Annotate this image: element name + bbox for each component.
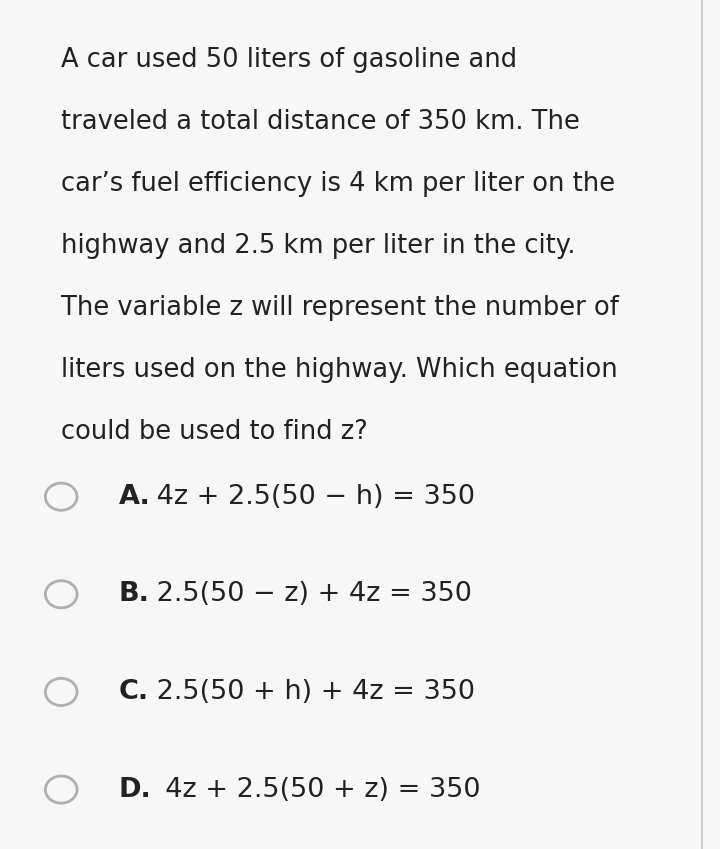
Text: 4z + 2.5(50 − h) = 350: 4z + 2.5(50 − h) = 350 (148, 484, 474, 509)
Text: A.: A. (119, 484, 150, 509)
Text: 2.5(50 + h) + 4z = 350: 2.5(50 + h) + 4z = 350 (148, 679, 474, 705)
Text: could be used to find z?: could be used to find z? (61, 419, 368, 445)
Text: B.: B. (119, 582, 150, 607)
Text: traveled a total distance of 350 km. The: traveled a total distance of 350 km. The (61, 109, 580, 135)
Text: highway and 2.5 km per liter in the city.: highway and 2.5 km per liter in the city… (61, 233, 576, 259)
Text: C.: C. (119, 679, 149, 705)
Text: 2.5(50 − z) + 4z = 350: 2.5(50 − z) + 4z = 350 (148, 582, 472, 607)
Text: D.: D. (119, 777, 151, 802)
Text: 4z + 2.5(50 + z) = 350: 4z + 2.5(50 + z) = 350 (148, 777, 480, 802)
Text: A car used 50 liters of gasoline and: A car used 50 liters of gasoline and (61, 47, 518, 73)
Text: car’s fuel efficiency is 4 km per liter on the: car’s fuel efficiency is 4 km per liter … (61, 171, 616, 197)
Text: liters used on the highway. Which equation: liters used on the highway. Which equati… (61, 357, 618, 383)
Text: The variable z will represent the number of: The variable z will represent the number… (61, 295, 619, 321)
